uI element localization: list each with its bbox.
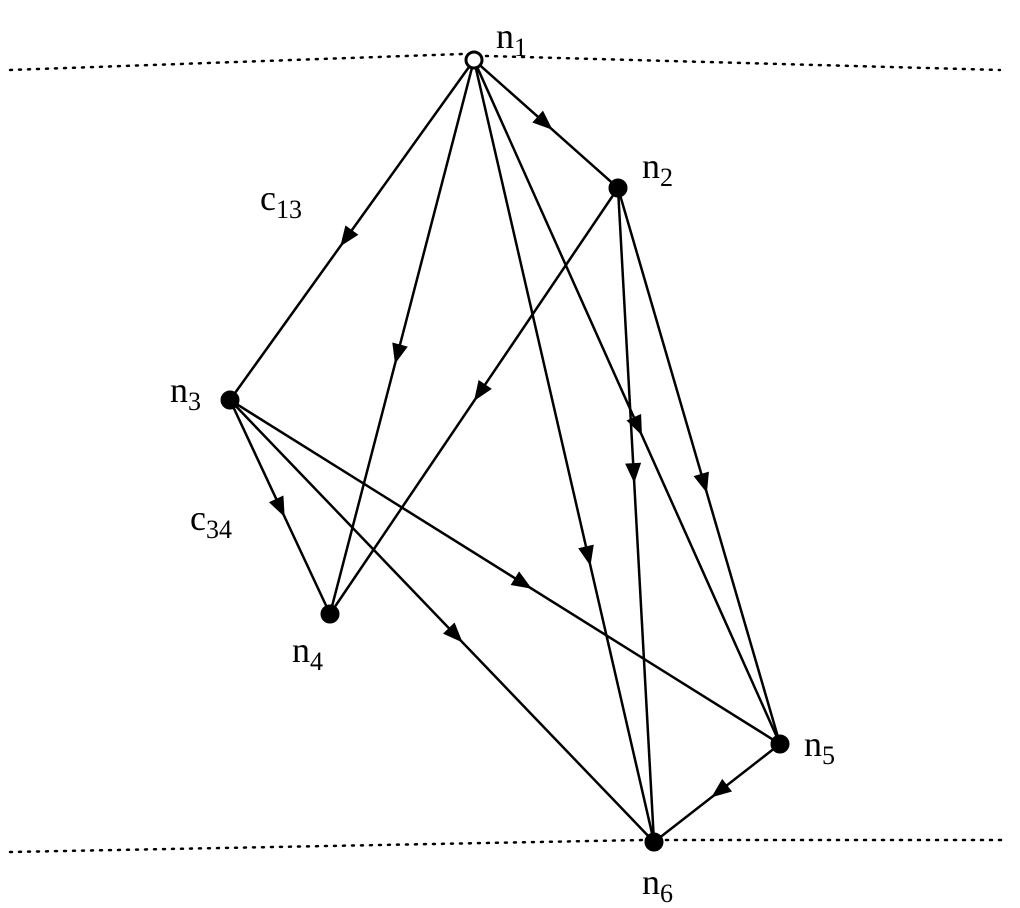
node-n3: [222, 392, 238, 408]
node-n6: [646, 834, 662, 850]
boundary-dotted-line: [10, 54, 462, 70]
node-n5: [772, 736, 788, 752]
label-n1: n1: [496, 16, 527, 62]
boundary-dotted-line: [486, 56, 1000, 70]
edge-n1-n3: [235, 66, 470, 393]
edge-arrowhead: [269, 495, 285, 517]
edge-arrowhead: [474, 380, 492, 401]
edge-n1-n5: [477, 67, 776, 736]
edge-arrowhead: [340, 225, 358, 246]
boundary-dotted-line: [10, 840, 644, 852]
node-n4: [322, 606, 338, 622]
label-n5: n5: [804, 724, 835, 770]
edge-label-c34: c34: [190, 498, 232, 544]
edge-arrowhead: [625, 463, 641, 483]
edge-arrowhead: [392, 343, 407, 364]
label-n3: n3: [170, 370, 201, 416]
label-n2: n2: [642, 146, 673, 192]
edge-arrowhead: [711, 779, 732, 798]
edge-arrowhead: [578, 545, 594, 566]
edge-n3-n6: [236, 406, 649, 836]
edge-arrowhead: [694, 472, 709, 493]
network-diagram: n1 n2 n3 n4 n5 n6 c13 c34: [0, 0, 1020, 908]
node-n2: [610, 180, 626, 196]
edge-label-c13: c13: [260, 178, 302, 224]
edge-arrowhead: [511, 571, 532, 588]
label-n6: n6: [642, 862, 673, 908]
edge-n1-n4: [332, 68, 472, 607]
label-n4: n4: [292, 630, 323, 676]
edge-n3-n5: [237, 404, 773, 740]
node-n1: [466, 52, 482, 68]
edge-arrowhead: [627, 414, 642, 436]
